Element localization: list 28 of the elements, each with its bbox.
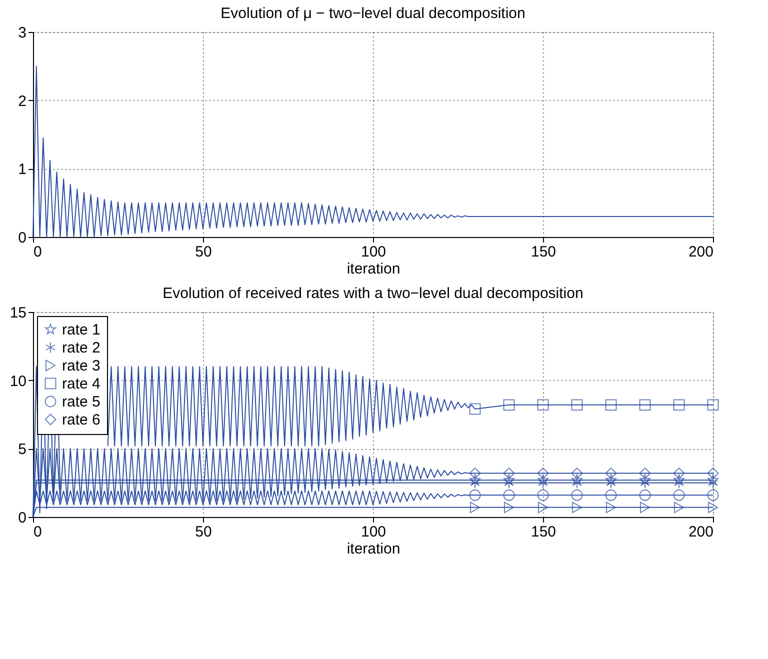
x-tick-label: 50	[195, 244, 212, 260]
chart-title: Evolution of received rates with a two−level dual decomposition	[162, 285, 584, 302]
y-tick-label: 1	[18, 161, 26, 178]
y-tick-label: 2	[18, 92, 26, 110]
y-tick-label: 3	[18, 24, 26, 42]
x-tick-label: 0	[34, 524, 42, 540]
x-axis-title: iteration	[346, 540, 400, 558]
x-tick-label: 100	[360, 524, 386, 540]
x-tick-label: 150	[530, 524, 556, 540]
legend-label: rate 5	[62, 394, 100, 410]
y-tick-label: 15	[10, 304, 26, 322]
x-axis-title: iteration	[346, 260, 400, 278]
legend-label: rate 4	[62, 376, 100, 392]
x-tick-label: 0	[34, 244, 42, 260]
legend-label: rate 1	[62, 322, 100, 338]
x-tick-label: 200	[688, 244, 714, 260]
chart-title: Evolution of μ − two−level dual decomposition	[220, 5, 526, 22]
legend-label: rate 2	[62, 340, 100, 356]
legend-label: rate 3	[62, 358, 100, 374]
y-tick-label: 0	[18, 230, 26, 246]
x-tick-label: 100	[360, 244, 386, 260]
x-tick-label: 150	[530, 244, 556, 260]
y-tick-label: 10	[10, 372, 26, 390]
x-tick-label: 50	[195, 524, 212, 540]
y-tick-label: 0	[18, 510, 26, 526]
x-tick-label: 200	[688, 524, 714, 540]
y-tick-label: 5	[18, 441, 26, 458]
legend-label: rate 6	[62, 412, 100, 428]
